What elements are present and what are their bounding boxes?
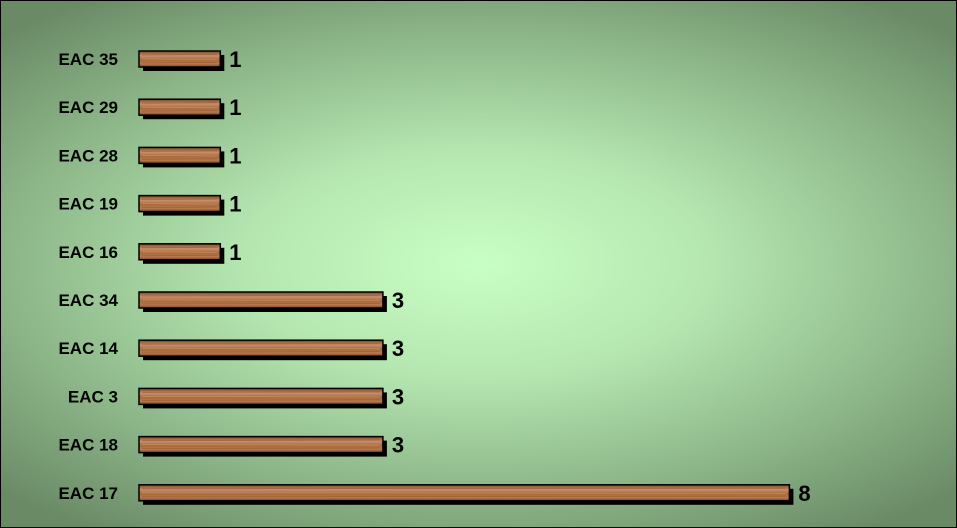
value-label: 1 (229, 47, 241, 72)
category-label: EAC 35 (58, 50, 118, 69)
bar-grain (141, 391, 380, 393)
bar-grain (141, 444, 380, 446)
value-label: 1 (229, 240, 241, 265)
bar-grain (141, 206, 218, 208)
category-label: EAC 28 (58, 146, 118, 165)
value-label: 8 (798, 481, 810, 506)
value-label: 3 (392, 433, 404, 458)
bar-grain (141, 439, 380, 442)
value-label: 3 (392, 384, 404, 409)
value-label: 3 (392, 336, 404, 361)
category-label: EAC 29 (58, 98, 118, 117)
category-label: EAC 19 (58, 195, 118, 214)
bar-grain (141, 492, 787, 494)
bar-grain (141, 447, 380, 450)
bar-grain (141, 198, 218, 200)
bar-grain (141, 395, 380, 398)
bar-grain (141, 495, 787, 498)
bar-grain (141, 102, 218, 104)
bar-grain (141, 203, 218, 205)
bar-grain (141, 294, 380, 297)
value-label: 1 (229, 192, 241, 217)
bar-grain (141, 110, 218, 112)
bar-grain (141, 351, 380, 353)
category-label: EAC 18 (58, 436, 118, 455)
bar-grain (141, 251, 218, 253)
category-label: EAC 17 (58, 484, 118, 503)
labels-layer: EAC 35 1 EAC 29 1 EAC 28 1 EAC 19 1 EAC 16 1 EAC 3… (58, 47, 810, 506)
bar-grain (141, 254, 218, 257)
bar-grain (141, 106, 218, 109)
category-label: EAC 34 (58, 291, 118, 310)
bar-grain (141, 343, 380, 345)
bar-grain (141, 54, 218, 56)
category-label: EAC 14 (58, 339, 118, 358)
bar-grain (141, 246, 218, 249)
bar-grain (141, 347, 380, 350)
value-label: 3 (392, 288, 404, 313)
bar-grain (141, 62, 218, 64)
bar-grain (141, 158, 218, 160)
category-label: EAC 16 (58, 243, 118, 262)
bar-grain (141, 399, 380, 401)
bar-grain (141, 299, 380, 302)
bars-layer (138, 50, 794, 505)
bar-grain (141, 155, 218, 157)
value-label: 1 (229, 95, 241, 120)
bar-grain (141, 302, 380, 305)
bar-grain (141, 150, 218, 152)
category-label: EAC 3 (68, 387, 118, 406)
value-label: 1 (229, 143, 241, 168)
bar-grain (141, 58, 218, 60)
bar-grain (141, 487, 787, 490)
